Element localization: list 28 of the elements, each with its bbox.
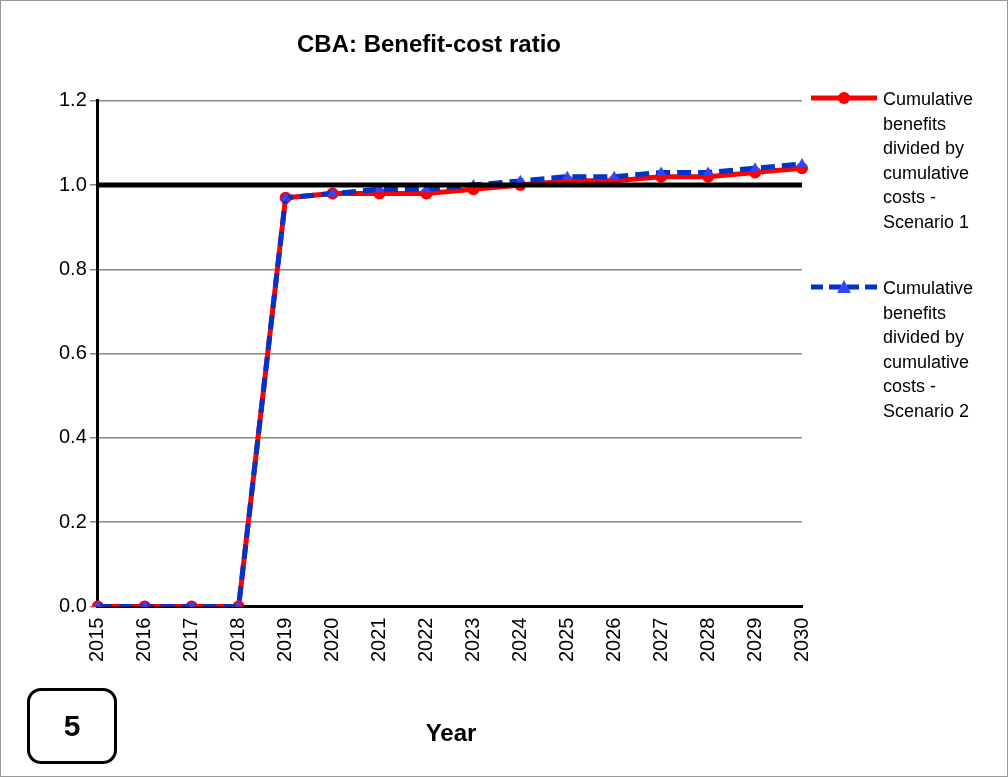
y-tick-label: 0.6 [58, 341, 87, 364]
x-tick-label: 2030 [789, 617, 812, 663]
y-tick-label: 1.0 [58, 172, 87, 195]
x-tick-label: 2024 [507, 617, 530, 663]
x-tick-label: 2015 [85, 617, 108, 663]
x-tick-label: 2025 [554, 617, 577, 663]
x-tick-label: 2023 [460, 617, 483, 663]
x-tick-label: 2019 [273, 617, 296, 663]
y-tick-label: 0.2 [58, 509, 87, 532]
y-tick-label: 0.4 [58, 425, 87, 448]
x-tick-label: 2028 [695, 617, 718, 663]
x-tick-label: 2017 [179, 617, 202, 663]
x-tick-label: 2018 [226, 617, 249, 663]
x-tick-label: 2022 [413, 617, 436, 663]
y-tick-label: 0.0 [58, 594, 87, 617]
chart-title: CBA: Benefit-cost ratio [296, 30, 562, 58]
y-tick-label: 1.2 [58, 88, 87, 111]
legend-label: Cumulative benefits divided by cumulative costs - Scenario 2 [883, 277, 975, 423]
x-tick-label: 2026 [601, 617, 624, 663]
x-tick-label: 2029 [742, 617, 765, 663]
x-axis-title: Year [424, 719, 478, 747]
y-tick-label: 0.8 [58, 256, 87, 279]
legend-label: Cumulative benefits divided by cumulative costs - Scenario 1 [883, 88, 975, 234]
x-tick-label: 2020 [320, 617, 343, 663]
x-tick-label: 2016 [132, 617, 155, 663]
x-tick-label: 2021 [367, 617, 389, 663]
text: 5 [27, 688, 117, 764]
x-tick-label: 2027 [648, 617, 671, 663]
